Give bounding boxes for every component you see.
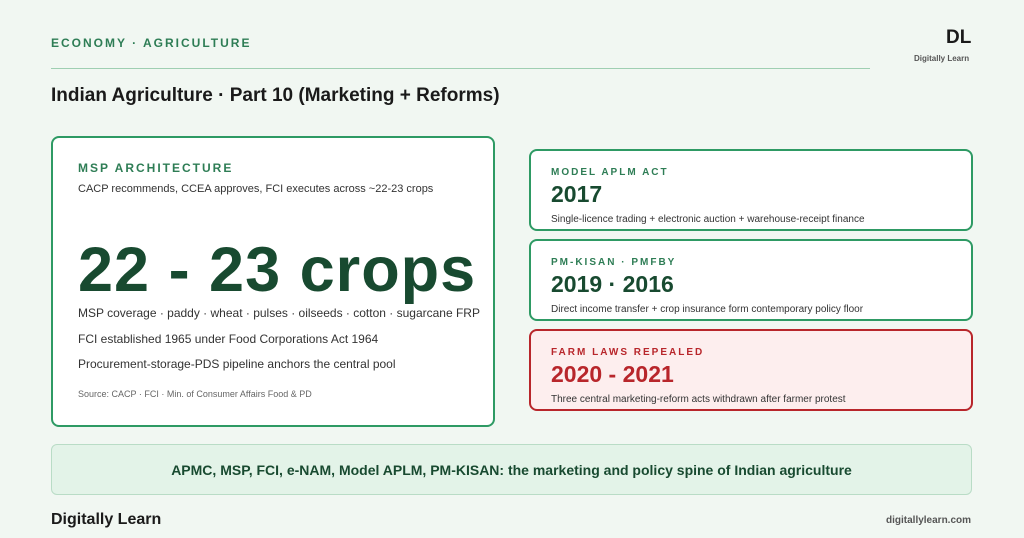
point: Procurement-storage-PDS pipeline anchors… [78,357,396,371]
footer-brand: Digitally Learn [51,511,162,528]
divider [51,68,870,69]
card-label: MSP ARCHITECTURE [78,161,234,175]
headline: 22 - 23 crops [78,235,477,305]
side-card: FARM LAWS REPEALED 2020 - 2021 Three cen… [529,329,973,411]
logo-caption: Digitally Learn [914,54,970,63]
footer-url: digitallylearn.com [886,515,972,526]
banner: APMC, MSP, FCI, e-NAM, Model APLM, PM-KI… [51,444,972,495]
page-title: Indian Agriculture · Part 10 (Marketing … [51,85,500,106]
card-caption: Three central marketing-reform acts with… [551,394,846,405]
logo: DL [946,27,972,48]
point: MSP coverage · paddy · wheat · pulses · … [78,306,480,320]
kicker: ECONOMY · AGRICULTURE [51,36,252,50]
point: FCI established 1965 under Food Corporat… [78,332,379,346]
card-label: MODEL APLM ACT [551,167,669,178]
side-card: PM-KISAN · PMFBY 2019 · 2016 Direct inco… [529,239,973,321]
card-label: FARM LAWS REPEALED [551,347,705,358]
card-value: 2019 · 2016 [551,271,674,297]
card-subtitle: CACP recommends, CCEA approves, FCI exec… [78,183,434,195]
card-caption: Single-licence trading + electronic auct… [551,214,865,225]
card-caption: Direct income transfer + crop insurance … [551,304,864,315]
card-value: 2020 - 2021 [551,361,674,387]
source: Source: CACP · FCI · Min. of Consumer Af… [78,389,312,399]
card-value: 2017 [551,181,603,207]
side-card: MODEL APLM ACT 2017 Single-licence tradi… [529,149,973,231]
card-label: PM-KISAN · PMFBY [551,257,677,268]
main-card: MSP ARCHITECTURE CACP recommends, CCEA a… [51,136,495,427]
